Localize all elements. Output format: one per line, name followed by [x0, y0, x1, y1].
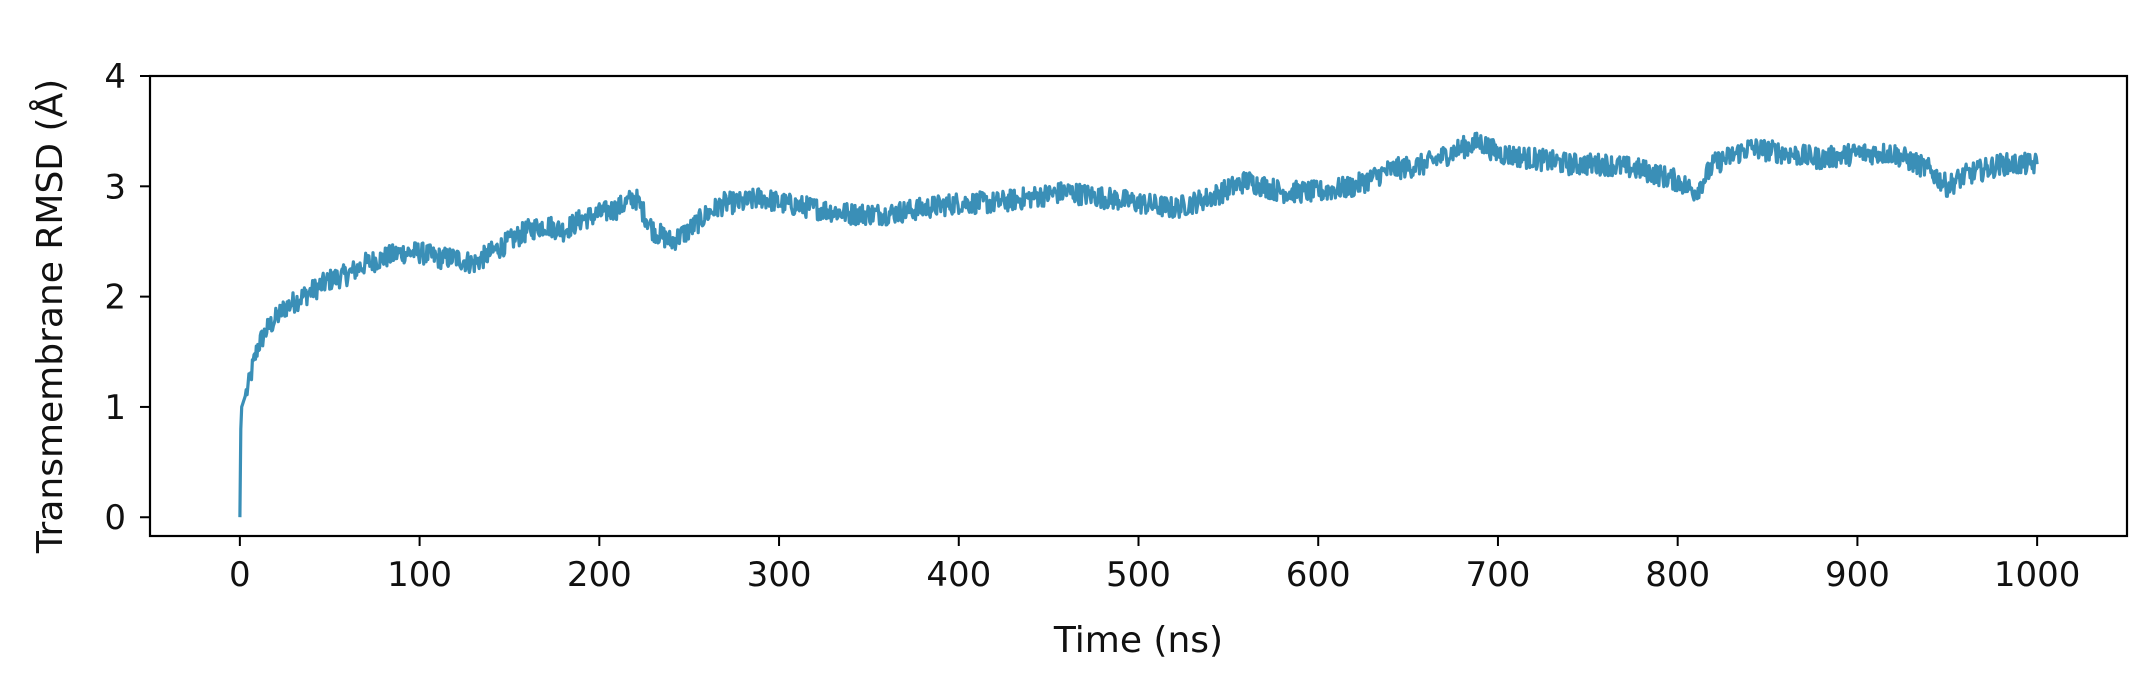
x-tick-label: 400 — [926, 555, 991, 595]
x-tick-label: 100 — [387, 555, 452, 595]
x-tick-label: 800 — [1645, 555, 1710, 595]
x-tick-label: 200 — [567, 555, 632, 595]
x-tick-label: 0 — [229, 555, 251, 595]
x-tick-label: 900 — [1825, 555, 1890, 595]
plot-layer — [238, 131, 2039, 518]
x-tick-label: 700 — [1466, 555, 1531, 595]
y-axis-label: Transmembrane RMSD (Å) — [28, 79, 71, 554]
y-tick-label: 0 — [104, 498, 126, 538]
plot-frame — [148, 74, 2129, 538]
rmsd-series-line — [238, 131, 2039, 518]
x-axis-label: Time (ns) — [1053, 620, 1223, 661]
y-tick-label: 3 — [104, 167, 126, 207]
x-tick-label: 500 — [1106, 555, 1171, 595]
x-tick-label: 600 — [1286, 555, 1351, 595]
axes-layer: 0 100 200 300 400 500 600 700 800 900 1000 0 1 2 3 4 — [104, 57, 2129, 595]
y-tick-label: 2 — [104, 278, 126, 318]
y-tick-label: 1 — [104, 388, 126, 428]
x-tick-label: 1000 — [1994, 555, 2081, 595]
x-tick-label: 300 — [747, 555, 812, 595]
y-tick-label: 4 — [104, 57, 126, 97]
